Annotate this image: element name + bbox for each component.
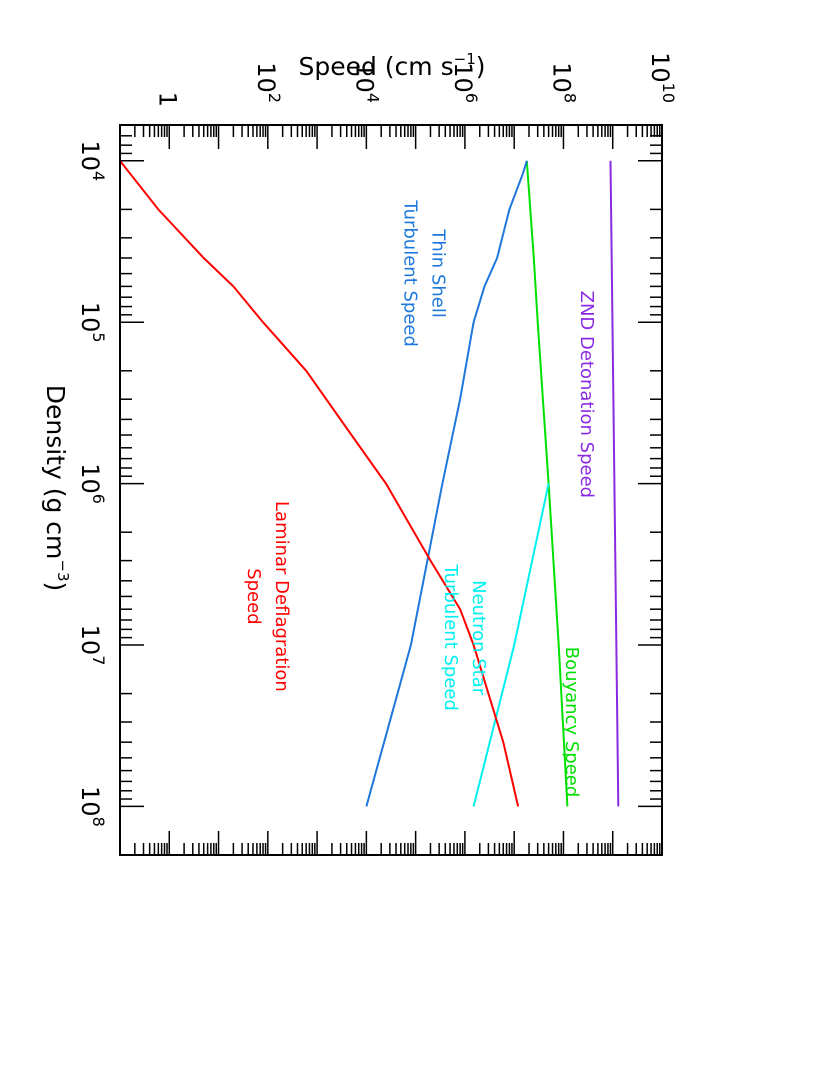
rotated-plot-group: 104 105 106 107 108 1 102 104 106 108 1010 ZND Det… (41, 50, 678, 856)
series-label-laminar: Speed (243, 568, 264, 624)
x-tick-label: 106 (76, 463, 108, 504)
series-label-neutron-star: Turbulent Speed (440, 563, 461, 711)
series-label-laminar: Laminar Deflagration (271, 501, 292, 692)
series-label-znd: ZND Detonation Speed (576, 291, 597, 498)
series-label-thin-shell: Thin Shell (427, 228, 448, 317)
y-tick-label: 1010 (646, 52, 678, 103)
y-tick-label: 102 (252, 62, 284, 103)
series-line-buoyancy (525, 160, 569, 807)
x-tick-label: 104 (76, 140, 108, 181)
y-tick-label: 104 (350, 62, 382, 103)
series-curves (119, 160, 620, 807)
x-tick-label: 105 (76, 302, 108, 343)
series-line-znd (609, 160, 620, 807)
y-tick-label: 108 (547, 62, 579, 103)
series-line-laminar (119, 160, 520, 807)
series-labels: ZND Detonation Speed Bouyancy Speed Neutro… (243, 199, 597, 797)
x-tick-label: 108 (76, 786, 108, 827)
series-label-buoyancy: Bouyancy Speed (561, 647, 582, 798)
series-line-thin-shell (365, 160, 528, 807)
y-tick-label: 106 (449, 62, 481, 103)
series-label-thin-shell: Turbulent Speed (399, 199, 420, 347)
tick-labels: 104 105 106 107 108 1 102 104 106 108 1010 (76, 52, 678, 827)
series-line-neutron-star (472, 483, 550, 807)
plot-frame (119, 124, 663, 856)
y-tick-label: 1 (153, 92, 181, 107)
series-label-neutron-star: Neutron Star (468, 580, 489, 696)
x-tick-label: 107 (76, 625, 108, 666)
y-axis-title: Speed (cm s−1) (298, 50, 485, 81)
x-axis-title: Density (g cm−3) (41, 385, 72, 592)
axis-ticks (119, 124, 663, 856)
